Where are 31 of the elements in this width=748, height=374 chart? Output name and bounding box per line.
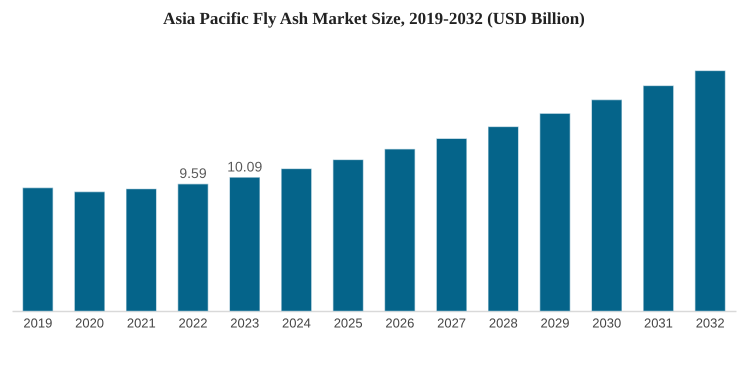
bar [436,138,467,312]
x-tick-label: 2022 [178,316,208,330]
bar [229,177,260,312]
x-tick-label: 2026 [385,316,414,330]
x-tick-label: 2025 [334,316,363,330]
bar [22,188,54,312]
bar [488,126,519,312]
data-label: 10.09 [227,158,262,174]
x-tick-label: 2020 [75,316,104,330]
x-tick-label: 2031 [644,316,673,330]
bar [281,168,312,312]
bar [126,188,157,312]
bar [178,184,208,312]
bar [694,70,726,312]
bar [332,160,364,312]
x-tick-label: 2023 [230,316,260,330]
bar [591,100,622,312]
chart-title: Asia Pacific Fly Ash Market Size, 2019-2032 (USD Billion) [163,9,585,28]
bar [540,113,570,312]
x-tick-label: 2028 [488,316,518,330]
x-tick-label: 2032 [696,316,725,330]
x-tick-label: 2024 [282,316,311,330]
x-tick-label: 2029 [540,316,570,330]
x-tick-label: 2019 [23,316,52,330]
data-label: 9.59 [179,165,207,182]
bar [643,85,674,312]
bar [384,148,416,312]
x-tick-label: 2027 [437,316,466,330]
x-tick-label: 2030 [592,316,622,330]
bar [74,192,105,312]
x-tick-label: 2021 [126,316,156,330]
